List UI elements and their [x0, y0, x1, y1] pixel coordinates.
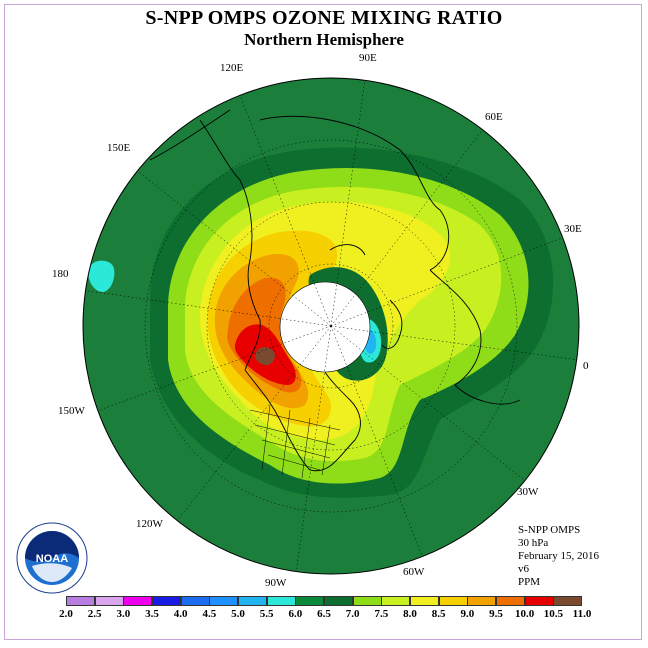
version-label: v6	[518, 563, 529, 575]
colorbar-label: 7.0	[345, 608, 360, 620]
units-label: PPM	[518, 576, 541, 588]
lon-label-60e: 60E	[485, 111, 503, 123]
state-boundaries	[249, 404, 341, 479]
colorbar-swatch	[295, 596, 325, 606]
lon-label-30w: 30W	[517, 486, 539, 498]
image-frame	[4, 4, 642, 640]
colorbar-label: 9.5	[489, 608, 503, 620]
colorbar-swatch	[524, 596, 554, 606]
colorbar-swatch	[324, 596, 354, 606]
lon-label-90e: 90E	[359, 52, 377, 64]
pressure-level-label: 30 hPa	[518, 537, 549, 549]
colorbar-swatch	[266, 596, 296, 606]
graticule	[83, 78, 579, 574]
lon-label-0: 0	[583, 360, 589, 372]
lon-label-90w: 90W	[265, 577, 287, 589]
colorbar-label: 9.0	[460, 608, 475, 620]
colorbar-swatch	[123, 596, 153, 606]
map-title: S-NPP OMPS OZONE MIXING RATIO	[145, 7, 503, 29]
colorbar-label: 8.5	[431, 608, 446, 620]
colorbar-label: 10.0	[515, 608, 535, 620]
colorbar-swatch	[94, 596, 124, 606]
lon-label-150e: 150E	[107, 142, 131, 154]
colorbar-label: 8.0	[403, 608, 417, 620]
lon-label-120w: 120W	[136, 518, 163, 530]
lon-label-150w: 150W	[58, 405, 85, 417]
colorbar-label: 10.5	[543, 608, 563, 620]
colorbar-label: 2.5	[87, 608, 102, 620]
colorbar-swatch	[152, 596, 182, 606]
ozone-contour-11.0	[255, 347, 275, 366]
product-info: S-NPP OMPS 30 hPa February 15, 2016 v6 P…	[518, 524, 599, 589]
colorbar-swatch	[467, 596, 497, 606]
colorbar-swatch	[410, 596, 440, 606]
lon-label-180: 180	[52, 268, 69, 280]
lon-label-120e: 120E	[220, 62, 244, 74]
date-label: February 15, 2016	[518, 550, 599, 562]
colorbar-swatch	[496, 596, 526, 606]
coastlines	[149, 109, 521, 472]
colorbar-label: 3.0	[116, 608, 131, 620]
colorbar-label: 4.0	[173, 608, 188, 620]
polar-no-data	[279, 281, 371, 373]
colorbar-label: 11.0	[572, 608, 592, 620]
colorbar-swatch	[381, 596, 411, 606]
noaa-logo-text: NOAA	[36, 553, 68, 565]
map-subtitle: Northern Hemisphere	[244, 30, 404, 49]
colorbar-swatch	[238, 596, 268, 606]
map-boundary	[82, 77, 580, 575]
colorbar-label: 6.0	[288, 608, 303, 620]
colorbar-label: 2.0	[59, 608, 73, 620]
colorbar-swatch	[438, 596, 468, 606]
colorbar-label: 5.0	[231, 608, 245, 620]
colorbar-label: 5.5	[259, 608, 274, 620]
instrument-label: S-NPP OMPS	[518, 524, 581, 536]
colorbar-swatch	[209, 596, 239, 606]
isolated-low-pacific	[88, 260, 115, 292]
colorbar-label: 3.5	[145, 608, 159, 620]
colorbar-swatch	[180, 596, 210, 606]
lon-label-60w: 60W	[403, 566, 425, 578]
colorbar-swatch	[66, 596, 96, 606]
colorbar-label: 6.5	[317, 608, 331, 620]
lon-label-30e: 30E	[564, 223, 582, 235]
colorbar-label: 4.5	[202, 608, 217, 620]
colorbar-swatch	[352, 596, 382, 606]
colorbar-swatch	[553, 596, 583, 606]
noaa-logo: NOAA	[16, 522, 88, 594]
colorbar-label: 7.5	[374, 608, 389, 620]
